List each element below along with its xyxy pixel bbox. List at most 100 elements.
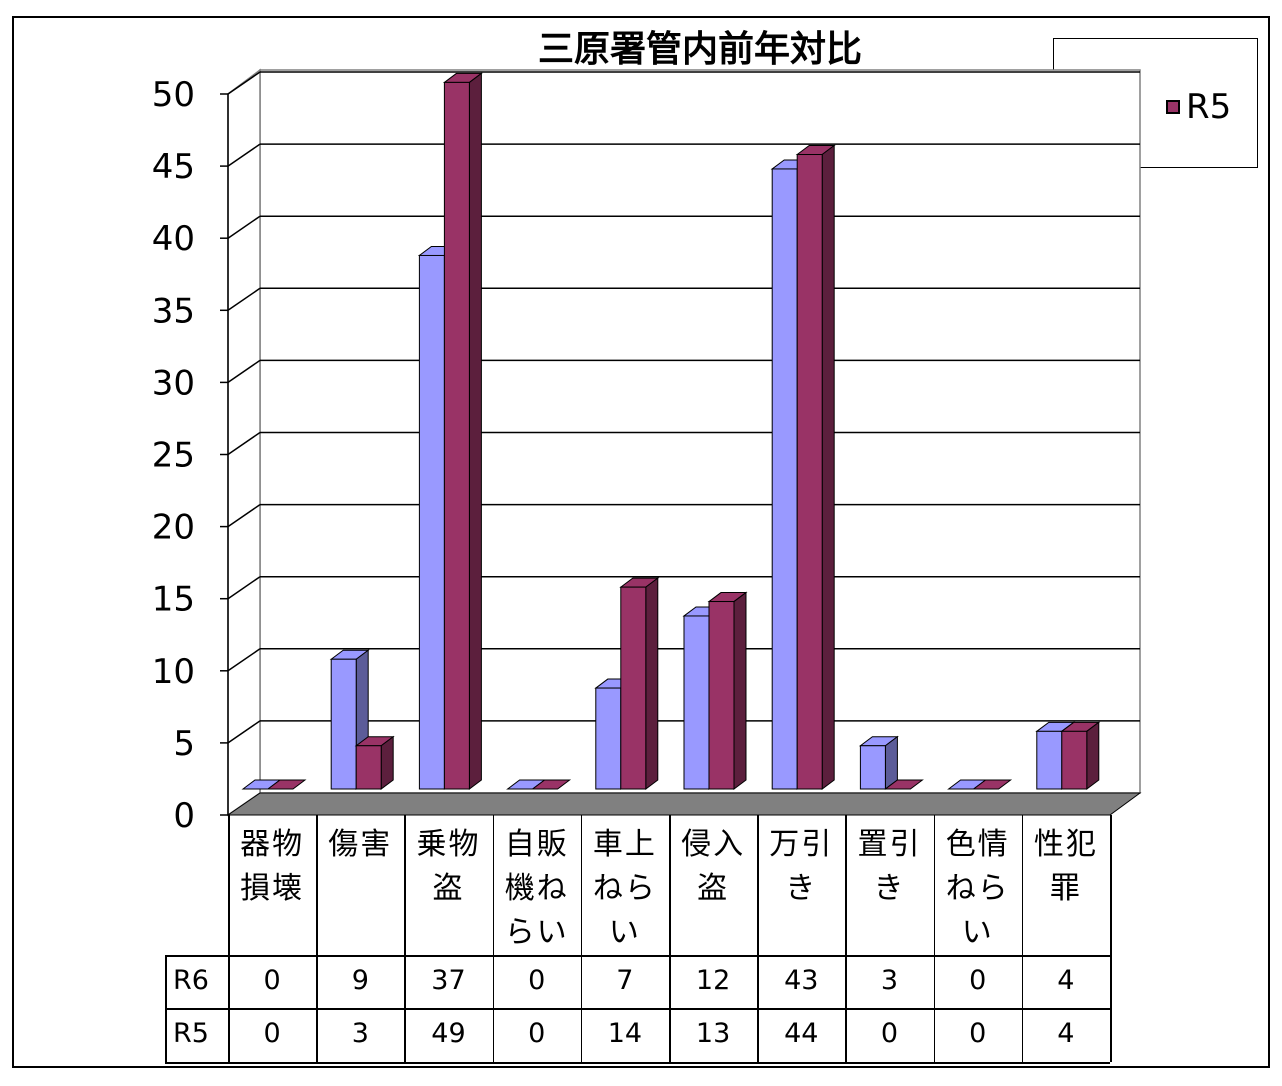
bar-side-R5-1: [380, 735, 394, 790]
bar-R5-3: [531, 779, 572, 790]
bar-front-R5-6: [796, 154, 823, 790]
category-label-line: 器物: [240, 827, 305, 862]
bar-front-R6-1: [330, 658, 357, 790]
bar-top-R5-8: [972, 779, 1013, 790]
y-tick-label: 10: [152, 652, 195, 692]
bar-R5-1: [354, 735, 395, 790]
table-rule: [492, 815, 495, 1062]
bar-side-R5-2: [468, 72, 482, 790]
bar-front-R5-2: [443, 81, 470, 790]
table-rule: [165, 955, 167, 1062]
bar-side-R5-4: [645, 577, 659, 790]
gridline-side: [227, 359, 261, 384]
table-rule: [1110, 815, 1112, 1062]
category-label: 傷害: [316, 823, 404, 867]
table-rule: [404, 815, 406, 1062]
y-tick-label: 25: [152, 436, 195, 476]
data-label-R6: 12: [695, 965, 731, 996]
data-label-R6: 0: [263, 965, 281, 996]
category-label-line: 損壊: [240, 871, 305, 906]
table-rule: [165, 955, 1110, 957]
category-label: 色情 ねらい: [934, 823, 1022, 955]
legend-label-r5: R5: [1186, 87, 1232, 127]
data-label-R6: 0: [528, 965, 546, 996]
bar-front-R6-2: [418, 254, 445, 790]
chart-title: 三原署管内前年対比: [537, 29, 862, 70]
table-rule: [580, 815, 583, 1062]
table-rule: [1021, 815, 1024, 1062]
bar-top-R5-0: [266, 779, 307, 790]
table-rule: [316, 815, 318, 1062]
bar-R5-7: [883, 779, 924, 790]
table-rule: [165, 1062, 1110, 1064]
row-label-R5: R5: [173, 1018, 209, 1049]
data-label-R5: 44: [784, 1018, 819, 1049]
bar-front-R5-9: [1061, 730, 1088, 790]
gridline-side: [227, 720, 261, 744]
category-label-line: 万引: [769, 827, 834, 862]
bar-R5-5: [707, 591, 748, 790]
category-label-line: き: [873, 871, 906, 906]
category-label-line: 侵入: [681, 827, 746, 862]
category-label-line: 盗: [432, 871, 465, 906]
data-label-R5: 14: [607, 1018, 643, 1049]
bar-front-R5-1: [355, 745, 382, 790]
bar-side-R5-5: [733, 591, 747, 790]
category-label-line: 色情: [945, 827, 1010, 862]
y-tick-label: 40: [152, 219, 195, 259]
side-wall: [227, 68, 261, 817]
row-label-R6: R6: [173, 965, 209, 996]
category-label: 乗物盗: [404, 823, 492, 911]
gridline-side: [227, 431, 261, 456]
category-label-line: ねら: [592, 871, 657, 906]
bar-front-R6-6: [771, 168, 798, 790]
category-label: 侵入盗: [669, 823, 757, 911]
chart-floor: [226, 792, 1142, 816]
data-label-R6: 43: [784, 965, 819, 996]
legend-swatch-r5: [1166, 100, 1180, 114]
category-label: 自販 機ね らい: [493, 823, 581, 955]
data-label-R6: 3: [880, 965, 899, 996]
gridline-side: [227, 143, 261, 167]
y-tick-label: 15: [152, 580, 195, 620]
bar-R5-6: [795, 144, 836, 790]
bar-R5-4: [619, 577, 660, 790]
bar-front-R6-4: [595, 687, 622, 790]
gridline-side: [227, 215, 261, 239]
data-label-R5: 0: [528, 1018, 546, 1049]
category-label-line: 性犯: [1033, 827, 1098, 862]
bar-R5-9: [1060, 721, 1101, 790]
y-tick-label: 45: [152, 147, 195, 187]
legend-item-r5: R5: [1166, 87, 1231, 127]
bar-top-R5-3: [531, 779, 572, 790]
data-label-R6: 37: [431, 965, 466, 996]
category-label-line: 傷害: [328, 827, 393, 862]
table-rule: [165, 1008, 1110, 1010]
bar-R5-8: [972, 779, 1013, 790]
bar-front-R6-5: [683, 615, 710, 790]
data-label-R6: 7: [616, 965, 634, 996]
table-rule: [669, 815, 671, 1062]
table-rule: [845, 815, 847, 1062]
y-tick-label: 20: [152, 508, 195, 548]
y-tick-label: 35: [152, 291, 195, 331]
category-label-line: 自販: [504, 827, 569, 862]
category-label-line: い: [608, 915, 641, 950]
table-rule: [933, 815, 936, 1062]
category-label-line: 盗: [697, 871, 730, 906]
bar-front-R6-9: [1036, 730, 1063, 790]
category-label-line: い: [961, 915, 994, 950]
data-label-R6: 9: [351, 965, 369, 996]
y-tick-label: 0: [173, 796, 195, 836]
gridline-side: [227, 576, 261, 600]
category-label-line: ねら: [945, 871, 1010, 906]
bar-front-R6-7: [859, 745, 886, 790]
category-label: 置引き: [845, 823, 933, 911]
data-label-R5: 4: [1057, 1018, 1075, 1049]
category-label: 性犯罪: [1022, 823, 1110, 911]
data-label-R6: 0: [969, 965, 987, 996]
data-label-R5: 0: [969, 1018, 987, 1049]
category-label-line: らい: [504, 915, 569, 950]
bar-top-R5-7: [883, 779, 924, 790]
